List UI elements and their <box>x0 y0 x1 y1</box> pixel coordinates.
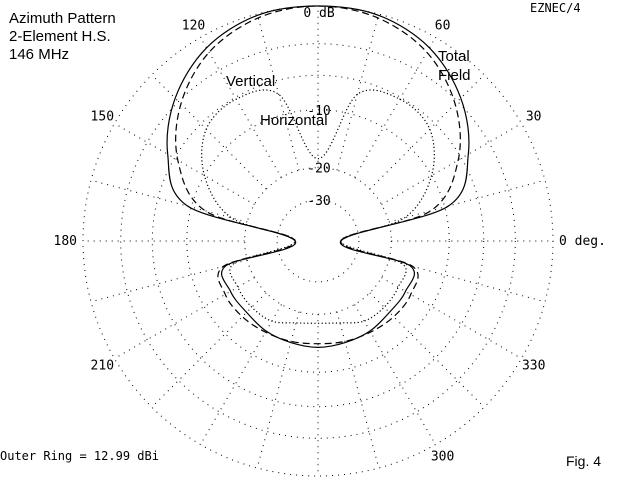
grid-spokes <box>83 6 553 476</box>
pattern-curve-vertical <box>166 5 470 349</box>
grid-ring <box>244 167 392 315</box>
title-line-2: 2-Element H.S. <box>9 28 111 45</box>
radial-tick-m30: -30 <box>307 194 330 209</box>
grid-spoke <box>90 179 248 223</box>
grid-spoke <box>256 311 300 469</box>
tick-labels: 0 deg. 30 60 120 150 180 210 300 330 0 dB -10 -20 -3… <box>54 6 606 465</box>
grid-spoke <box>369 292 485 408</box>
series-label-vertical: Vertical <box>226 73 275 90</box>
angle-tick-180: 180 <box>54 234 77 249</box>
angle-tick-120: 120 <box>182 18 205 33</box>
angle-tick-60: 60 <box>435 18 451 33</box>
series-label-field: Field <box>438 67 471 84</box>
title-line-1: Azimuth Pattern <box>9 10 116 27</box>
grid-spoke <box>200 37 282 178</box>
angle-tick-0: 0 deg. <box>559 234 606 249</box>
grid-spoke <box>336 13 380 171</box>
grid-spoke <box>151 292 267 408</box>
grid-ring <box>186 109 450 373</box>
angle-tick-150: 150 <box>91 110 114 125</box>
grid-spoke <box>381 123 522 205</box>
grid-spoke <box>256 13 300 171</box>
grid-spoke <box>354 304 436 445</box>
grid-spoke <box>336 311 380 469</box>
angle-tick-210: 210 <box>91 359 114 374</box>
figure-label: Fig. 4 <box>566 453 601 469</box>
series-label-total: Total <box>438 48 470 65</box>
angle-tick-300: 300 <box>431 450 454 465</box>
grid-spoke <box>381 277 522 359</box>
grid-spoke <box>114 123 255 205</box>
grid-spoke <box>200 304 282 445</box>
angle-tick-330: 330 <box>522 359 545 374</box>
grid-spoke <box>388 179 546 223</box>
radial-tick-m20: -20 <box>307 162 330 177</box>
radial-tick-m10: -10 <box>307 104 330 119</box>
grid-ring <box>120 43 516 439</box>
series-label-horizontal: Horizontal <box>260 112 328 129</box>
radial-tick-0: 0 dB <box>303 6 334 21</box>
grid-ring <box>276 199 360 283</box>
grid-spoke <box>354 37 436 178</box>
pattern-curves <box>166 5 470 349</box>
title-line-3: 146 MHz <box>9 46 69 63</box>
angle-tick-30: 30 <box>526 110 542 125</box>
program-label: EZNEC/4 <box>530 1 581 15</box>
outer-ring-label: Outer Ring = 12.99 dBi <box>0 449 159 463</box>
grid-spoke <box>114 277 255 359</box>
grid-ring <box>82 5 554 477</box>
grid-ring <box>151 74 485 408</box>
